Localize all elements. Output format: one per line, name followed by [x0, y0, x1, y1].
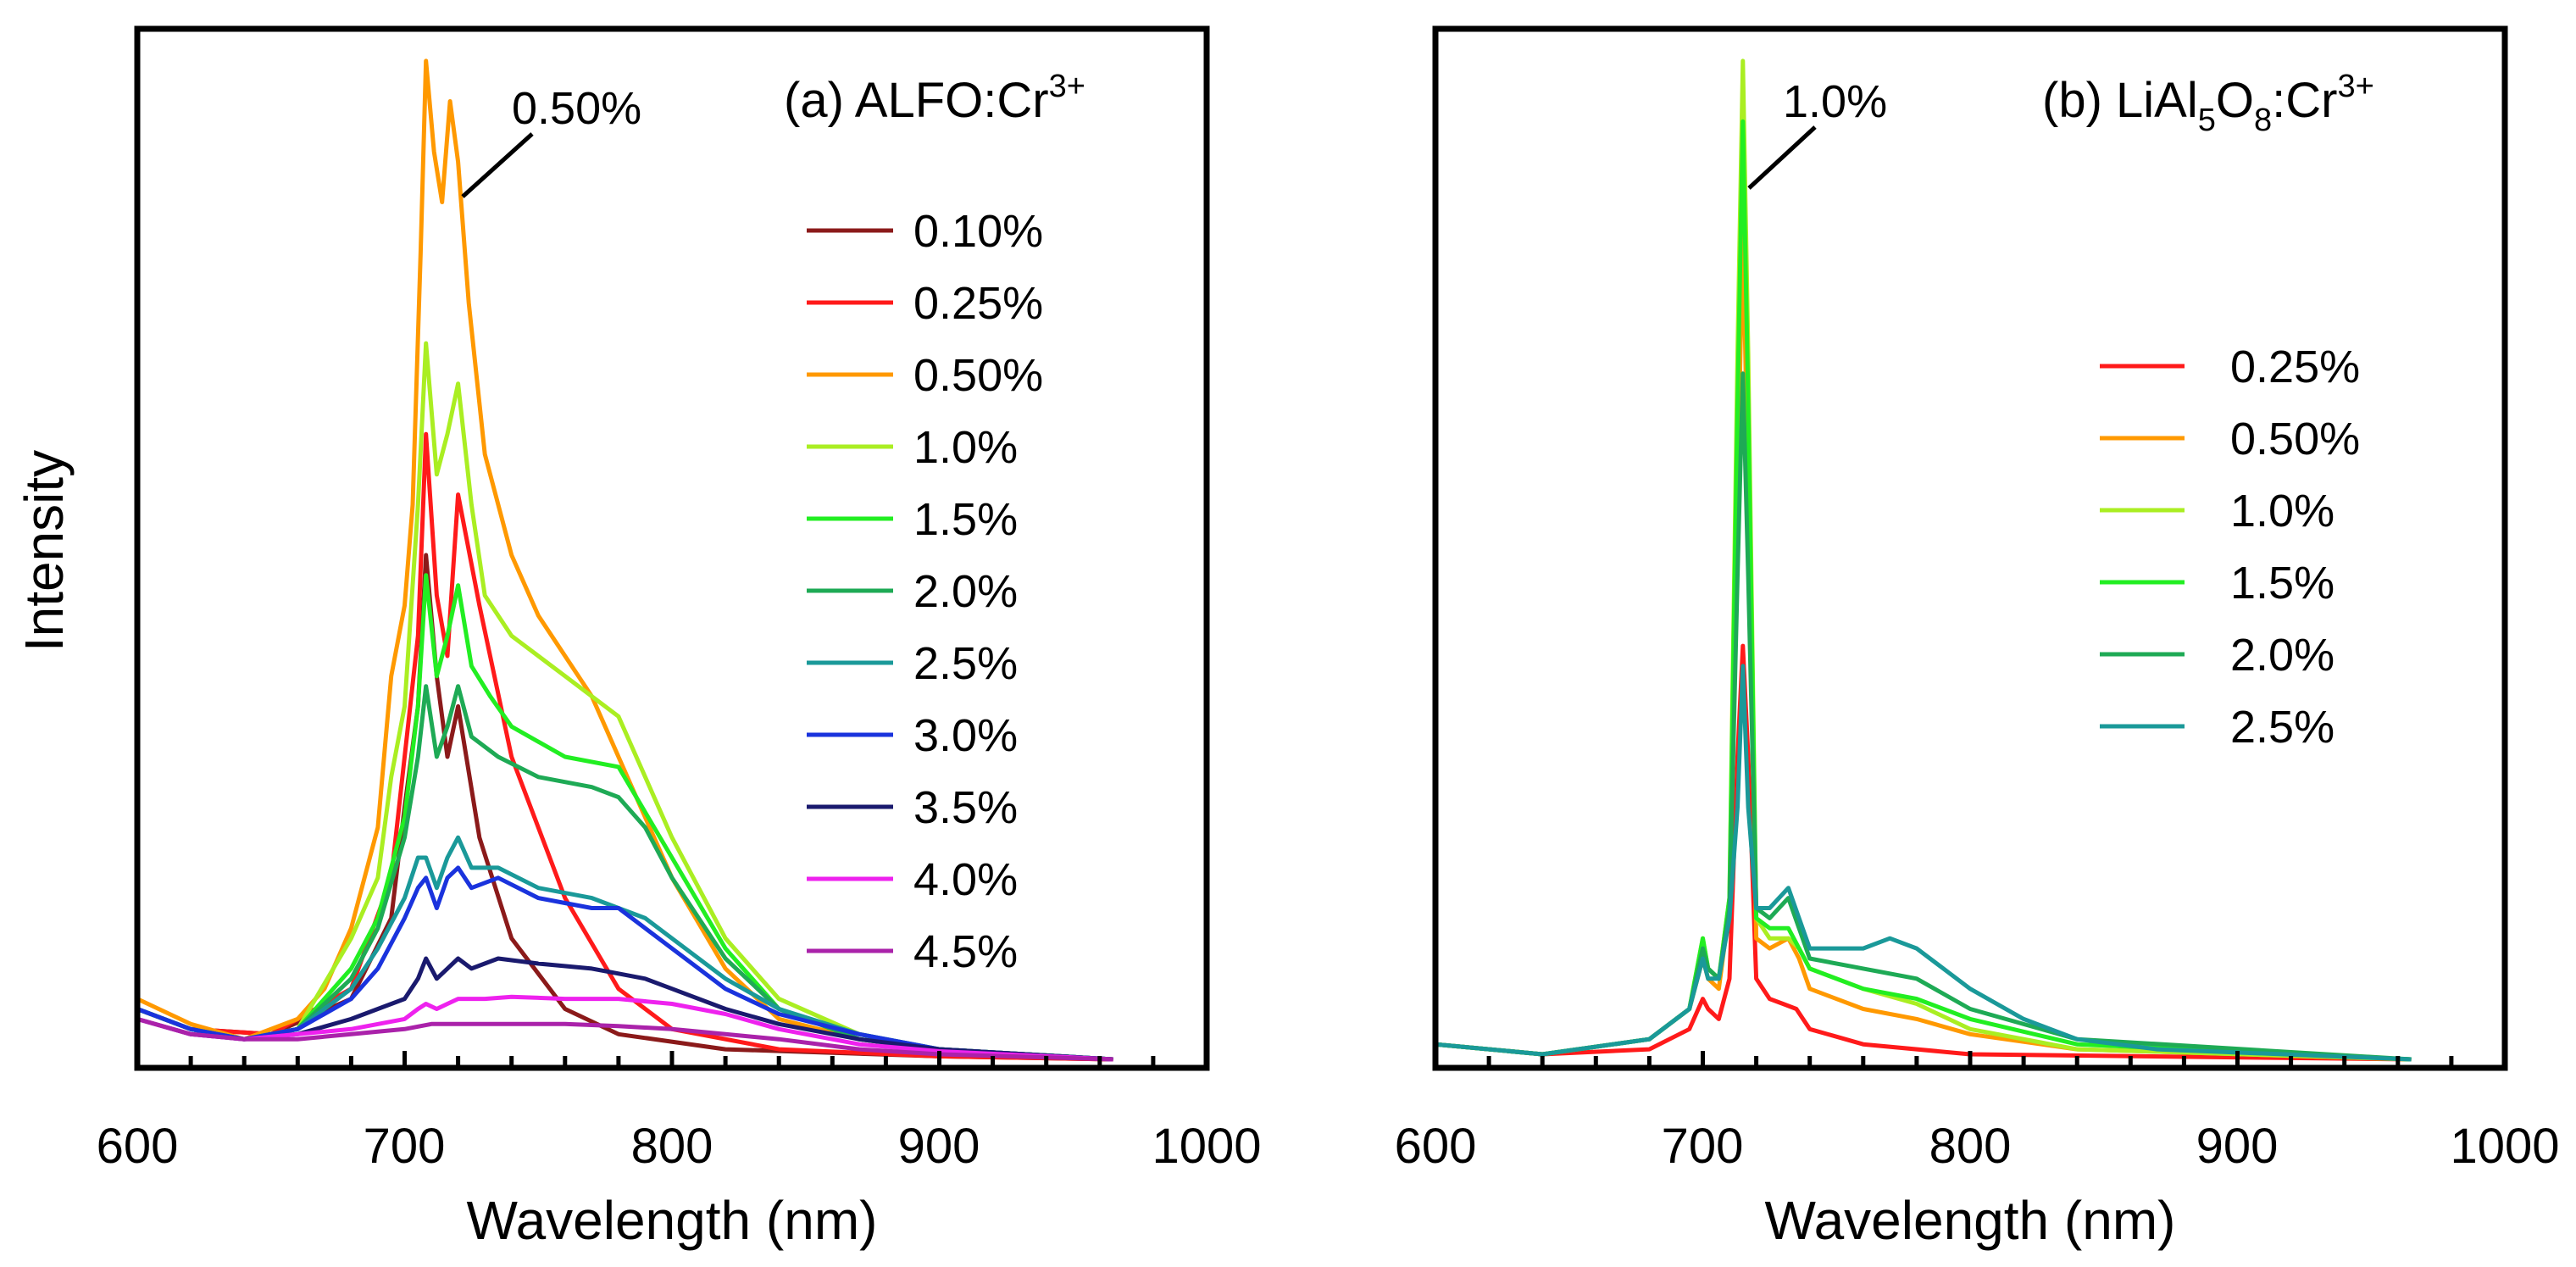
y-axis-label: Intensity	[14, 450, 75, 652]
legend-label: 1.0%	[913, 422, 1018, 473]
legend-label: 2.0%	[2230, 630, 2334, 681]
panel-a-annotation: 0.50%	[512, 83, 641, 134]
legend-label: 1.5%	[913, 494, 1018, 545]
panel-a-frame	[134, 25, 1210, 1071]
legend-label: 0.10%	[913, 206, 1043, 257]
legend-label: 0.50%	[2230, 414, 2360, 464]
series-line-4.0%	[136, 994, 1113, 1062]
panel-b-annotation: 1.0%	[1783, 76, 1887, 127]
panel-a-x-tick-label: 700	[364, 1119, 446, 1174]
series-line-3.5%	[136, 956, 1113, 1062]
panel-b-x-tick-label: 700	[1662, 1119, 1744, 1174]
panel-a-x-tick-label: 1000	[1152, 1119, 1261, 1174]
legend-label: 4.5%	[913, 926, 1018, 977]
series-line-4.5%	[136, 1016, 1113, 1062]
legend-label: 3.0%	[913, 710, 1018, 761]
legend-label: 1.5%	[2230, 558, 2334, 608]
series-line-2.0%	[136, 684, 1113, 1062]
legend-label: 0.50%	[913, 350, 1043, 401]
panel-b-annotation-leader	[1747, 125, 1817, 190]
legend-label: 1.0%	[2230, 486, 2334, 536]
panel-a-curves	[136, 58, 1113, 1062]
legend-label: 0.25%	[913, 278, 1043, 329]
panel-b-legend: 0.25% 0.50% 1.0% 1.5% 2.0% 2.5%	[2100, 342, 2360, 753]
panel-a-title: (a) ALFO:Cr3+	[784, 69, 1085, 128]
legend-label: 4.0%	[913, 854, 1018, 905]
panel-a-annotation-leader	[461, 132, 534, 198]
panel-b-curves	[1435, 58, 2412, 1062]
series-line-2.5%	[136, 835, 1113, 1062]
legend-label: 2.5%	[2230, 702, 2334, 753]
panel-b-x-axis-label: Wavelength (nm)	[1765, 1190, 2176, 1251]
legend-label: 0.25%	[2230, 342, 2360, 392]
panel-a-chart: 600 700 800 900 1000 Wavelength (nm) (a)…	[97, 25, 1262, 1251]
panel-b-x-tick-label: 600	[1395, 1119, 1477, 1174]
panel-b-frame	[1432, 25, 2508, 1071]
legend-label: 3.5%	[913, 782, 1018, 833]
panel-a-x-tick-labels: 600 700 800 900 1000	[97, 1119, 1262, 1174]
panel-a-x-axis-label: Wavelength (nm)	[467, 1190, 878, 1251]
panel-b-x-tick-label: 900	[2196, 1119, 2279, 1174]
panel-b-x-tick-label: 800	[1929, 1119, 2012, 1174]
series-line-2.5%	[1435, 664, 2412, 1062]
panel-a-legend: 0.10% 0.25% 0.50% 1.0% 1.5% 2.0% 2.5% 3.0% 3.5% 4…	[807, 206, 1043, 977]
legend-label: 2.0%	[913, 566, 1018, 617]
series-line-3.0%	[136, 865, 1113, 1062]
panel-a-x-tick-label: 900	[898, 1119, 980, 1174]
series-line-1.0%	[136, 341, 1113, 1062]
series-line-1.5%	[136, 573, 1113, 1062]
panel-b-chart: 600 700 800 900 1000 Wavelength (nm) (b)…	[1395, 25, 2560, 1251]
panel-a-x-tick-label: 600	[97, 1119, 179, 1174]
legend-label: 2.5%	[913, 638, 1018, 689]
panel-b-x-tick-labels: 600 700 800 900 1000	[1395, 1119, 2560, 1174]
panel-b-x-tick-label: 1000	[2450, 1119, 2559, 1174]
panel-b-title: (b) LiAl5O8:Cr3+	[2042, 69, 2374, 138]
panel-a-x-tick-label: 800	[631, 1119, 713, 1174]
series-line-0.25%	[1435, 643, 2412, 1062]
